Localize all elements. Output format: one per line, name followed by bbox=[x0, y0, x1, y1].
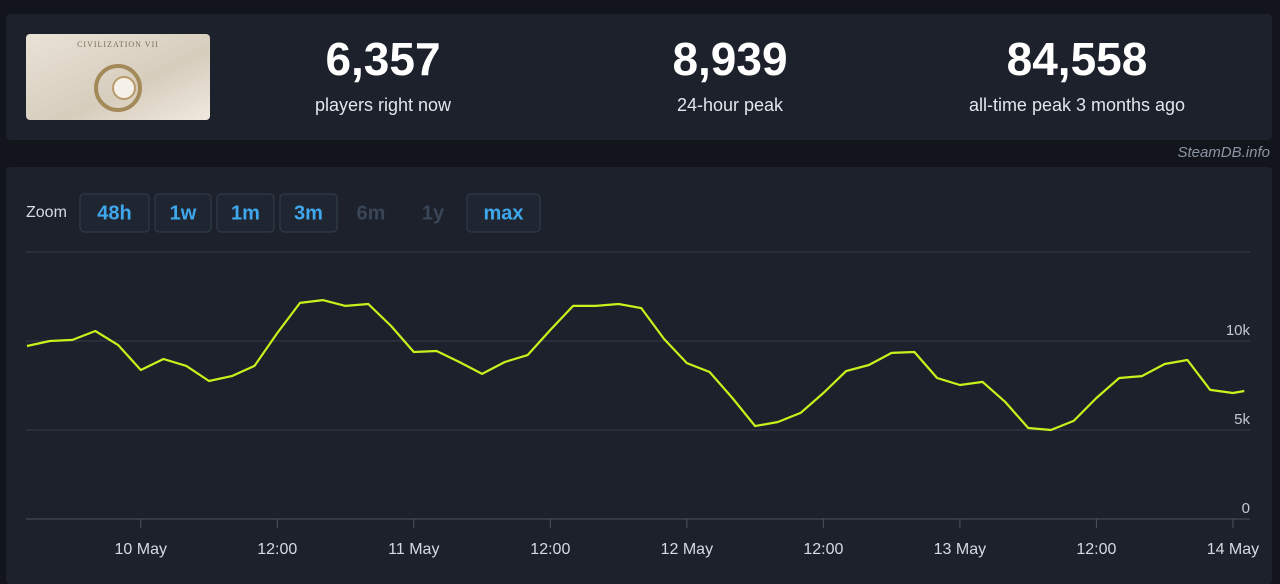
y-tick-label: 0 bbox=[1242, 500, 1250, 517]
thumbnail-emblem bbox=[94, 64, 142, 112]
stats: 6,357 players right now 8,939 24-hour peak 8… bbox=[315, 33, 1185, 115]
x-tick-label: 12:00 bbox=[1076, 541, 1116, 558]
stats-panel bbox=[6, 14, 1272, 140]
stat-label: all-time peak 3 months ago bbox=[969, 95, 1185, 115]
zoom-button[interactable]: 1m bbox=[216, 193, 275, 233]
zoom-button-box bbox=[279, 193, 338, 233]
zoom-buttons: 48h 1w 1m 3m 6m 1y max bbox=[79, 193, 541, 233]
stat-label: 24-hour peak bbox=[677, 95, 784, 115]
stat-label: players right now bbox=[315, 95, 452, 115]
x-tick-label: 12:00 bbox=[257, 541, 297, 558]
zoom-button-text: 48h bbox=[97, 202, 131, 224]
zoom-button-text: 1y bbox=[422, 202, 445, 224]
zoom-button-box bbox=[154, 193, 212, 233]
thumbnail-title: CIVILIZATION VII bbox=[77, 40, 159, 49]
zoom-button-text: 1w bbox=[170, 202, 197, 224]
watermark: SteamDB.info bbox=[1177, 144, 1270, 161]
zoom-button-text: 1m bbox=[231, 202, 260, 224]
x-tick-label: 11 May bbox=[388, 541, 439, 558]
series-line bbox=[26, 299, 1245, 432]
zoom-button[interactable]: 3m bbox=[279, 193, 338, 233]
zoom-button-text: 3m bbox=[294, 202, 323, 224]
zoom-button-box bbox=[216, 193, 275, 233]
zoom-button: 6m bbox=[357, 202, 386, 224]
stat-value: 6,357 bbox=[325, 33, 440, 85]
zoom-button[interactable]: 48h bbox=[79, 193, 150, 233]
zoom-button-box bbox=[466, 193, 541, 233]
thumbnail-emblem-core bbox=[112, 76, 136, 100]
x-tick-label: 12 May bbox=[661, 541, 713, 558]
x-tick-label: 10 May bbox=[115, 541, 167, 558]
zoom-button-box bbox=[79, 193, 150, 233]
game-thumbnail bbox=[26, 34, 210, 120]
x-tick-label: 13 May bbox=[934, 541, 986, 558]
y-tick-label: 5k bbox=[1234, 411, 1250, 428]
chart-panel bbox=[6, 167, 1272, 584]
stat-value: 8,939 bbox=[672, 33, 787, 85]
x-tick-label: 12:00 bbox=[803, 541, 843, 558]
zoom-button[interactable]: 1w bbox=[154, 193, 212, 233]
zoom-button: 1y bbox=[422, 202, 445, 224]
zoom-label: Zoom bbox=[26, 204, 67, 221]
plot: 0 5k 10k 10 May 12:00 11 May 12:00 12 May 12:00 1… bbox=[26, 251, 1259, 558]
zoom-button[interactable]: max bbox=[466, 193, 541, 233]
x-tick-label: 12:00 bbox=[530, 541, 570, 558]
x-tick-label: 14 May bbox=[1207, 541, 1259, 558]
zoom-button-text: max bbox=[483, 202, 523, 224]
zoom-button-text: 6m bbox=[357, 202, 386, 224]
stat-value: 84,558 bbox=[1007, 33, 1148, 85]
y-tick-label: 10k bbox=[1226, 322, 1251, 339]
